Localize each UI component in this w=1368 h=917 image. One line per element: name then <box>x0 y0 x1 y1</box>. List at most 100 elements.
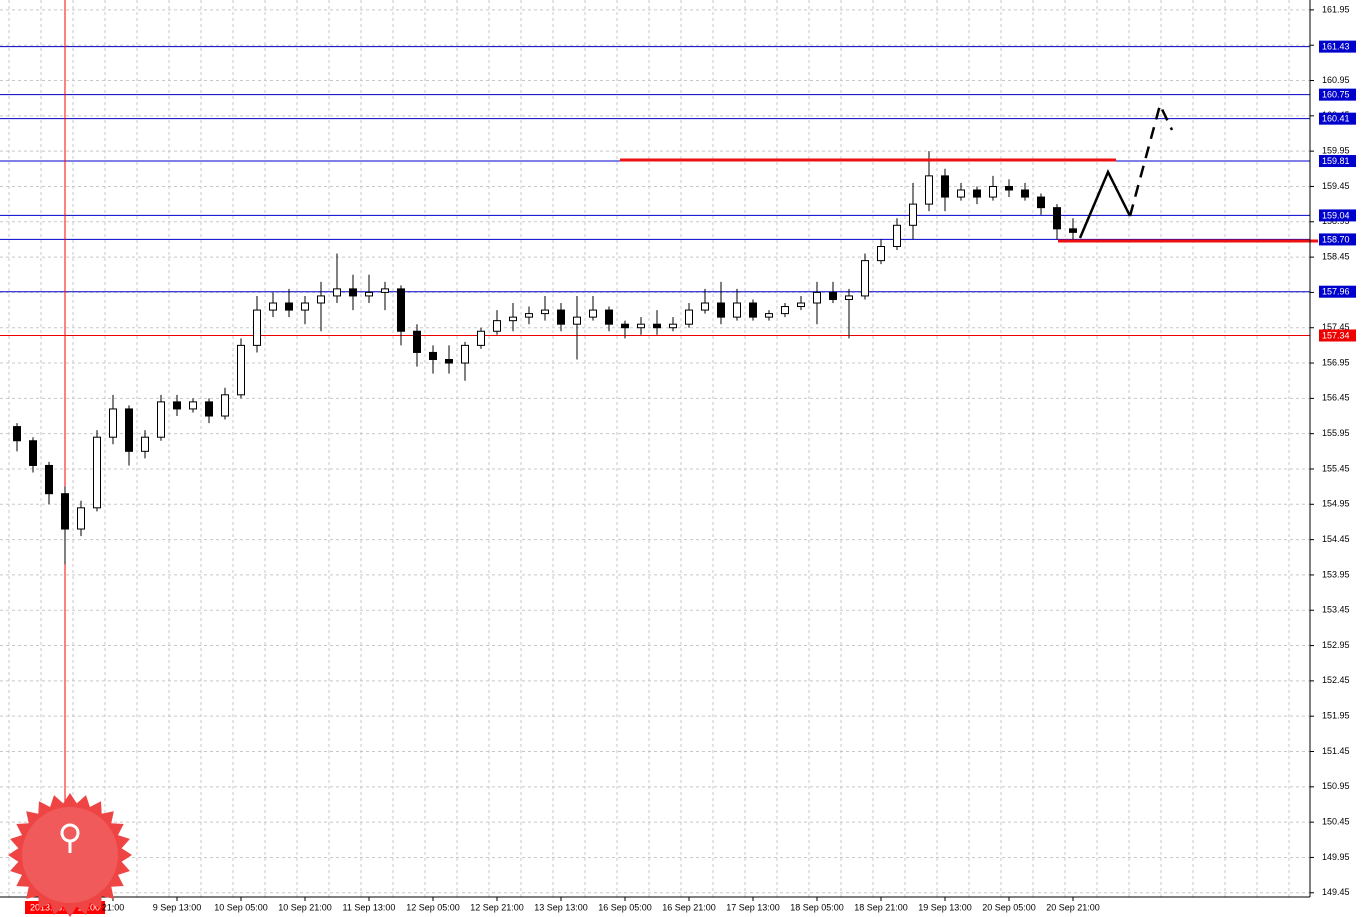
candle-body <box>189 401 197 410</box>
x-tick-label: 13 Sep 13:00 <box>534 902 588 912</box>
candle-body <box>1053 207 1061 230</box>
candle-body <box>109 408 117 438</box>
levels <box>0 0 1310 913</box>
y-tick-label: 159.95 <box>1322 146 1350 156</box>
y-tick-label: 157.45 <box>1322 322 1350 332</box>
level-label-box <box>1319 112 1356 125</box>
candle-body <box>989 185 997 198</box>
candle-body <box>205 401 213 417</box>
candle-body <box>461 344 469 364</box>
x-tick-label: 12 Sep 21:00 <box>470 902 524 912</box>
x-tick-label: 11 Sep 13:00 <box>343 902 396 912</box>
candle-body <box>861 260 869 297</box>
y-tick-label: 160.95 <box>1322 75 1350 85</box>
y-tick-label: 154.45 <box>1322 534 1350 544</box>
candle-body <box>797 302 805 308</box>
watermark <box>8 793 132 917</box>
level-label-box <box>1319 329 1356 342</box>
x-tick-label: 18 Sep 05:00 <box>790 902 844 912</box>
candle-body <box>541 309 549 315</box>
x-tick-label: 21:00 <box>102 902 125 912</box>
candle-body <box>941 175 949 198</box>
y-tick-label: 150.45 <box>1322 817 1350 827</box>
candle-body <box>269 302 277 311</box>
candle-body <box>413 330 421 353</box>
candle-body <box>13 426 21 442</box>
candles <box>13 151 1077 565</box>
y-tick-label: 153.45 <box>1322 605 1350 615</box>
y-tick-label: 151.45 <box>1322 746 1350 756</box>
candle-body <box>525 313 533 318</box>
candle-body <box>1069 228 1077 233</box>
candle-body <box>829 291 837 300</box>
candle-body <box>301 302 309 311</box>
x-tick-label: 12 Sep 05:00 <box>406 902 460 912</box>
candle-body <box>733 302 741 318</box>
watermark-icon <box>60 823 80 853</box>
x-tick-label: 18 Sep 21:00 <box>854 902 908 912</box>
x-tick-label: 16 Sep 05:00 <box>598 902 652 912</box>
x-tick-label: 19 Sep 13:00 <box>918 902 972 912</box>
candle-body <box>717 302 725 318</box>
y-tick-label: 155.45 <box>1322 463 1350 473</box>
x-tick-label: 9 Sep 13:00 <box>153 902 202 912</box>
candle-body <box>701 302 709 311</box>
grid <box>0 0 1310 897</box>
y-tick-label: 161.95 <box>1322 4 1350 14</box>
candle-body <box>125 408 133 452</box>
y-tick-label: 156.45 <box>1322 393 1350 403</box>
candle-body <box>29 440 37 466</box>
candle-body <box>509 316 517 322</box>
candle-body <box>589 309 597 318</box>
candle-body <box>93 436 101 509</box>
candle-body <box>1005 185 1013 191</box>
level-label-box <box>1319 40 1356 53</box>
level-label-box <box>1319 233 1356 246</box>
y-tick-label: 150.95 <box>1322 781 1350 791</box>
level-label: 159.04 <box>1322 210 1350 220</box>
candle-body <box>621 323 629 329</box>
candle-body <box>877 245 885 262</box>
axes: 161.95161.45160.95160.45159.95159.45158.… <box>25 4 1356 914</box>
x-tick-label: 17 Sep 13:00 <box>726 902 780 912</box>
y-tick-label: 152.95 <box>1322 640 1350 650</box>
candle-body <box>557 309 565 325</box>
candle-body <box>605 309 613 325</box>
candle-body <box>669 323 677 329</box>
candle-body <box>685 309 693 325</box>
level-label: 160.41 <box>1322 114 1350 124</box>
level-label: 160.75 <box>1322 90 1350 100</box>
y-tick-label: 155.95 <box>1322 428 1350 438</box>
y-tick-label: 154.95 <box>1322 499 1350 509</box>
candle-body <box>1037 196 1045 209</box>
y-tick-label: 159.45 <box>1322 181 1350 191</box>
level-label: 158.70 <box>1322 234 1350 244</box>
candle-body <box>285 302 293 311</box>
candle-body <box>973 189 981 198</box>
candle-body <box>445 359 453 364</box>
candle-body <box>909 203 917 226</box>
candle-body <box>637 323 645 329</box>
candle-body <box>381 288 389 293</box>
y-tick-label: 149.45 <box>1322 887 1350 897</box>
level-label: 161.43 <box>1322 41 1350 51</box>
candle-body <box>957 189 965 198</box>
candle-body <box>317 295 325 304</box>
level-label-box <box>1319 209 1356 222</box>
candle-body <box>893 224 901 247</box>
candle-body <box>221 394 229 417</box>
candle-body <box>653 323 661 329</box>
x-tick-label: 20 Sep 05:00 <box>982 902 1036 912</box>
level-label: 157.96 <box>1322 287 1350 297</box>
candle-body <box>157 401 165 438</box>
candle-body <box>397 288 405 332</box>
candle-body <box>573 316 581 325</box>
candle-body <box>333 288 341 297</box>
x-tick-label: 10 Sep 05:00 <box>214 902 268 912</box>
forecast-arrow <box>1078 169 1132 239</box>
candle-body <box>813 291 821 304</box>
candle-body <box>925 175 933 205</box>
level-label-box <box>1319 285 1356 298</box>
x-tick-label: 10 Sep 21:00 <box>278 902 332 912</box>
